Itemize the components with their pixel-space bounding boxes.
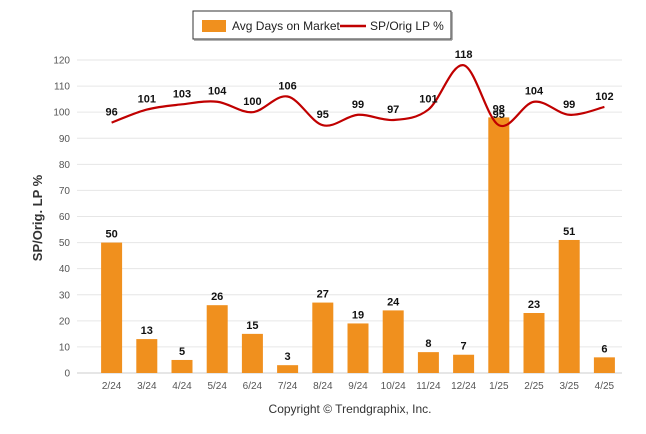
legend-line-label: SP/Orig LP %: [370, 19, 444, 33]
bar-data-label: 98: [493, 103, 505, 115]
y-tick-label: 50: [59, 238, 71, 249]
y-tick-label: 30: [59, 290, 71, 301]
x-tick-label: 9/24: [348, 381, 368, 392]
x-tick-label: 4/25: [595, 381, 615, 392]
bar-data-labels: 50 13 5 26 15 3 27 19 24 8 7 98 23 51 6: [105, 103, 607, 363]
legend: Avg Days on Market SP/Orig LP %: [192, 10, 453, 41]
y-tick-label: 10: [59, 342, 71, 353]
bar: [593, 357, 615, 373]
bar-data-label: 24: [387, 296, 400, 308]
legend-bar-swatch: [202, 20, 226, 32]
x-tick-label: 6/24: [243, 381, 263, 392]
line-series: [111, 64, 605, 128]
x-tick-label: 2/25: [524, 381, 544, 392]
y-tick-label: 40: [59, 264, 71, 275]
bar: [206, 305, 228, 373]
x-tick-label: 1/25: [489, 381, 509, 392]
line-data-label: 95: [317, 109, 329, 121]
bar-data-label: 19: [352, 309, 364, 321]
copyright-credit: Copyright © Trendgraphix, Inc.: [269, 402, 432, 416]
bar: [382, 310, 404, 373]
y-tick-label: 90: [59, 134, 71, 145]
bar: [488, 117, 510, 373]
y-tick-label: 110: [54, 82, 70, 93]
y-axis-ticks: 0 10 20 30 40 50 60 70 80 90 100 110 120: [53, 56, 70, 380]
y-tick-label: 60: [59, 212, 71, 223]
bar-data-label: 3: [285, 351, 291, 363]
y-tick-label: 120: [53, 56, 70, 67]
bar: [523, 313, 545, 373]
line-data-label: 118: [455, 49, 473, 61]
bar-data-label: 13: [141, 325, 153, 337]
y-axis-title: SP/Orig. LP %: [30, 174, 45, 261]
bar-data-label: 50: [105, 229, 117, 241]
bar-data-label: 7: [461, 341, 467, 353]
x-tick-label: 3/24: [137, 381, 157, 392]
x-axis-ticks: 2/24 3/24 4/24 5/24 6/24 7/24 8/24 9/24 10/24 11/…: [102, 381, 615, 392]
line-data-label: 102: [595, 91, 613, 103]
bar: [453, 354, 475, 373]
line-data-label: 95: [493, 109, 505, 121]
y-tick-label: 80: [59, 160, 71, 171]
line-data-label: 101: [419, 94, 437, 106]
x-tick-label: 2/24: [102, 381, 122, 392]
line-data-label: 97: [387, 104, 399, 116]
legend-box: [192, 10, 452, 40]
line-data-label: 99: [563, 99, 575, 111]
bar: [312, 302, 334, 373]
x-tick-label: 7/24: [278, 381, 298, 392]
bar-data-label: 26: [211, 291, 223, 303]
bar-data-label: 27: [317, 289, 329, 301]
y-tick-label: 70: [59, 186, 71, 197]
bar-series: [101, 117, 615, 373]
line-path: [111, 64, 605, 128]
line-data-label: 104: [525, 86, 544, 98]
bar: [277, 365, 299, 373]
legend-bar-label: Avg Days on Market: [232, 19, 340, 33]
line-data-label: 96: [105, 107, 117, 119]
x-tick-label: 11/24: [416, 381, 441, 392]
bar: [558, 239, 580, 373]
x-tick-label: 10/24: [381, 381, 406, 392]
line-data-label: 101: [138, 94, 156, 106]
bar: [101, 242, 123, 373]
bar-data-label: 5: [179, 346, 185, 358]
bar: [136, 339, 158, 373]
line-data-label: 103: [173, 88, 191, 100]
bar-data-label: 6: [601, 343, 607, 355]
line-data-label: 99: [352, 99, 364, 111]
y-tick-label: 20: [59, 316, 71, 327]
line-data-label: 104: [208, 86, 227, 98]
line-data-label: 100: [243, 96, 261, 108]
bar: [171, 359, 193, 373]
bar: [241, 333, 263, 373]
bar-data-label: 8: [425, 338, 431, 350]
x-tick-label: 5/24: [207, 381, 227, 392]
line-data-labels: 96 101 103 104 100 106 95 99 97 101 118 95 104 99 102: [105, 49, 613, 121]
bar: [347, 323, 369, 373]
line-data-label: 106: [278, 81, 296, 93]
y-tick-label: 0: [64, 369, 70, 380]
bar-data-label: 15: [246, 320, 258, 332]
x-tick-label: 8/24: [313, 381, 333, 392]
y-tick-label: 100: [53, 108, 70, 119]
bar: [417, 352, 439, 373]
bar-data-label: 51: [563, 226, 575, 238]
x-tick-label: 4/24: [172, 381, 192, 392]
bar-data-label: 23: [528, 299, 540, 311]
x-tick-label: 3/25: [559, 381, 579, 392]
x-tick-label: 12/24: [451, 381, 476, 392]
